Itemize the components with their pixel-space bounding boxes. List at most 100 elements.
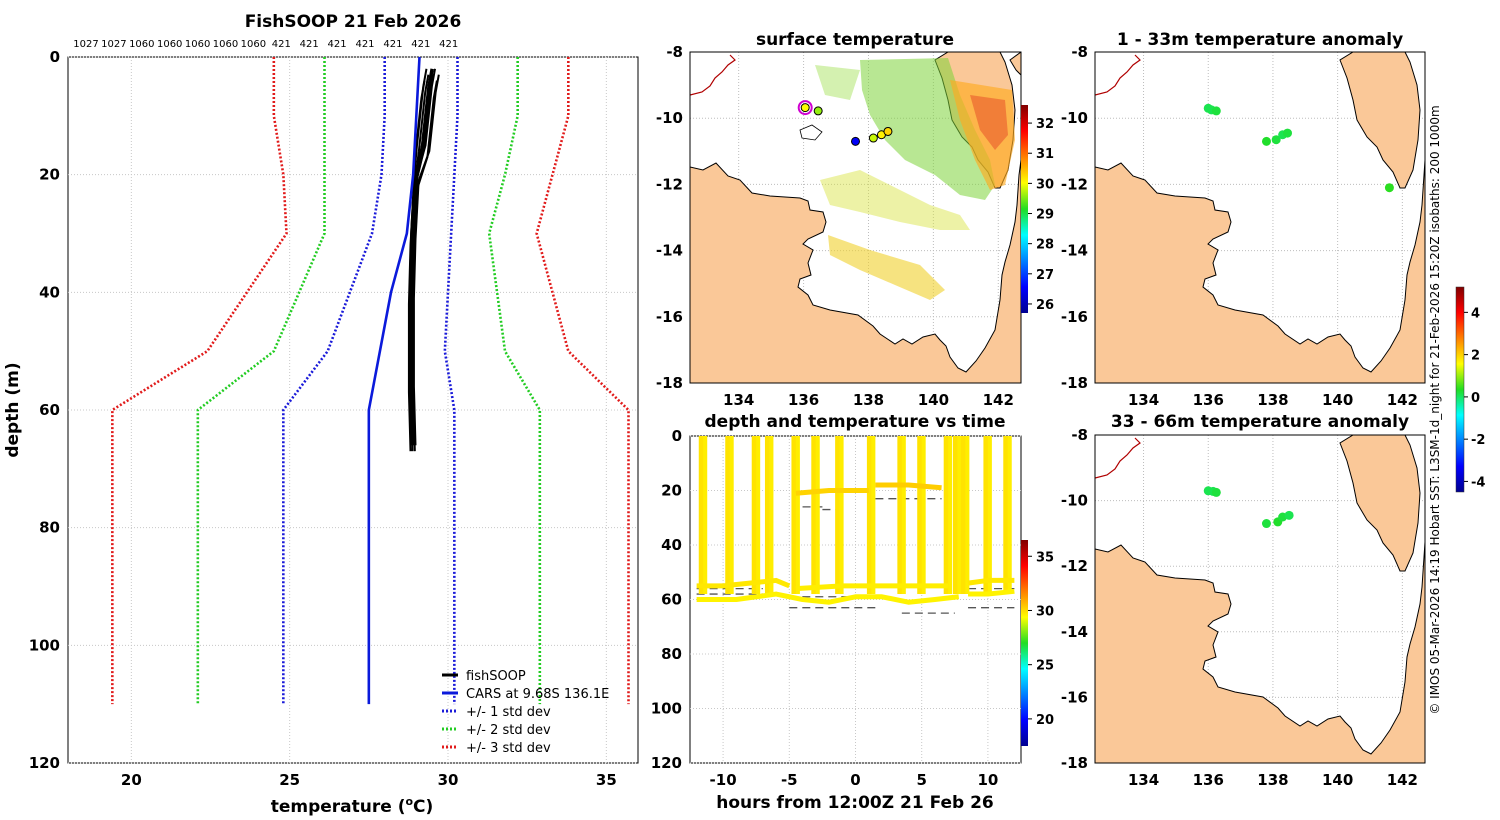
sst-colorbar [1021,105,1028,313]
lon-tick-label: 134 [1128,771,1159,789]
time-colorbar-ticks: 20 25 30 35 [1028,550,1054,728]
time-x-tick-label: 0 [850,771,860,789]
time-y-tick-label: 40 [661,536,682,554]
time-colorbar-label: 25 [1036,659,1054,674]
sst-field-red [970,95,1008,150]
anomaly-point [1284,510,1294,520]
legend-label-cars: CARS at 9.68S 136.1E [466,687,609,702]
series-line-3-0 [196,57,326,705]
lat-tick-label: -14 [1061,242,1088,260]
profile-legend: fishSOOP CARS at 9.68S 136.1E +/- 1 std … [442,669,609,756]
anom1-axes-box [1094,51,1426,384]
lat-tick-label: -8 [1071,43,1088,61]
top-count-label: 1027 [73,39,98,50]
lon-tick-label: 140 [1322,391,1353,409]
anomaly-colorbar-label: 4 [1471,306,1480,321]
time-y-tick-label: 100 [651,700,682,718]
lat-tick-label: -10 [1061,109,1088,127]
anomaly-point [1211,487,1221,497]
anomaly-point [1261,519,1271,529]
sst-field-green [860,58,995,200]
top-count-label: 421 [300,39,319,50]
top-count-label: 421 [272,39,291,50]
y-tick-label: 0 [50,48,60,66]
time-colorbar [1021,540,1028,746]
time-y-tick-label: 0 [672,427,682,445]
anom2-title: 33 - 66m temperature anomaly [1111,412,1409,432]
profile-series [111,56,630,705]
anom1-land-gulf [1095,159,1425,383]
lat-tick-label: -16 [656,308,683,326]
sst-stations [797,100,893,146]
fishsoop-profile [407,80,426,452]
legend-label-2std: +/- 2 std dev [466,723,551,738]
sst-land-gulf [690,159,1021,383]
top-count-label: 1060 [185,39,210,50]
station-marker [868,133,878,143]
anomaly-point [1271,135,1281,145]
sst-river [690,54,736,96]
x-tick-label: 30 [438,771,459,789]
depth-track [875,482,942,491]
sst-colorbar-label: 27 [1036,268,1054,283]
sst-colorbar-label: 29 [1036,208,1054,223]
sst-colorbar-label: 32 [1036,117,1054,132]
lat-tick-label: -12 [656,175,683,193]
time-y-tick-label: 60 [661,591,682,609]
depth-track [968,588,1015,597]
anomaly-point [1283,128,1292,138]
sst-field-yellow [820,170,970,230]
top-counts: 1027 1027 1060 1060 1060 1060 1060 421 421 421 421… [73,39,458,50]
anomaly-colorbar-label: -2 [1471,433,1485,448]
top-count-label: 421 [355,39,374,50]
time-colorbar-label: 30 [1036,604,1054,619]
anom2-panel: 33 - 66m temperature anomaly 134 136 138 14… [1061,412,1426,789]
lon-tick-label: 138 [1257,391,1288,409]
profile-ylabel: depth (m) [3,362,23,457]
sst-colorbar-label: 26 [1036,298,1054,313]
top-count-label: 1060 [213,39,238,50]
series-line-4-1 [535,57,630,705]
lon-tick-label: 142 [1387,771,1418,789]
sst-field-west [815,65,860,100]
time-x-tick-label: -10 [710,771,737,789]
time-panel: depth and temperature vs time -10 -5 0 5 100… [651,412,1054,813]
lon-tick-label: 140 [918,391,949,409]
sst-colorbar-label: 31 [1036,147,1054,162]
lon-tick-label: 142 [983,391,1014,409]
lat-tick-label: -8 [666,43,683,61]
sst-panel: surface temperature 134 136 138 140 142 [656,30,1054,409]
y-tick-label: 20 [39,166,60,184]
sst-field-amber [828,235,945,300]
anom1-river [1095,54,1141,96]
top-count-label: 1027 [101,39,126,50]
lat-tick-label: -12 [1061,175,1088,193]
top-count-label: 421 [328,39,347,50]
sst-ticks: 134 136 138 140 142 -8 -10 -12 -14 -16 -18 [656,43,1014,409]
lat-tick-label: -12 [1061,557,1088,575]
fishsoop-profile [412,74,440,446]
sst-island [799,124,823,141]
anomaly-colorbar-label: -4 [1471,475,1485,490]
y-tick-label: 120 [29,754,60,772]
anomaly-colorbar-label: 0 [1471,391,1480,406]
legend-label-fishsoop: fishSOOP [466,669,526,684]
lat-tick-label: -18 [656,374,683,392]
series-line-2-0 [282,57,386,705]
lat-tick-label: -16 [1061,688,1088,706]
x-tick-label: 20 [121,771,142,789]
anom1-ticks: 134 136 138 140 142 -8 -10 -12 -14 -16 -18 [1061,43,1418,409]
anom2-ticks: 134 136 138 140 142 -8 -10 -12 -14 -16 -18 [1061,426,1418,789]
sst-field [815,58,1015,300]
lat-tick-label: -18 [1061,374,1088,392]
station-marker [813,106,823,116]
lon-tick-label: 134 [1128,391,1159,409]
sst-colorbar-ticks: 26 27 28 29 30 31 32 [1028,117,1054,313]
anom1-title: 1 - 33m temperature anomaly [1117,30,1403,50]
anomaly-point [1261,136,1271,146]
time-colorbar-label: 35 [1036,550,1054,565]
anomaly-colorbar-ticks: -4 -2 0 2 4 [1464,306,1485,490]
anomaly-colorbar-label: 2 [1471,349,1480,364]
top-count-label: 1060 [241,39,266,50]
